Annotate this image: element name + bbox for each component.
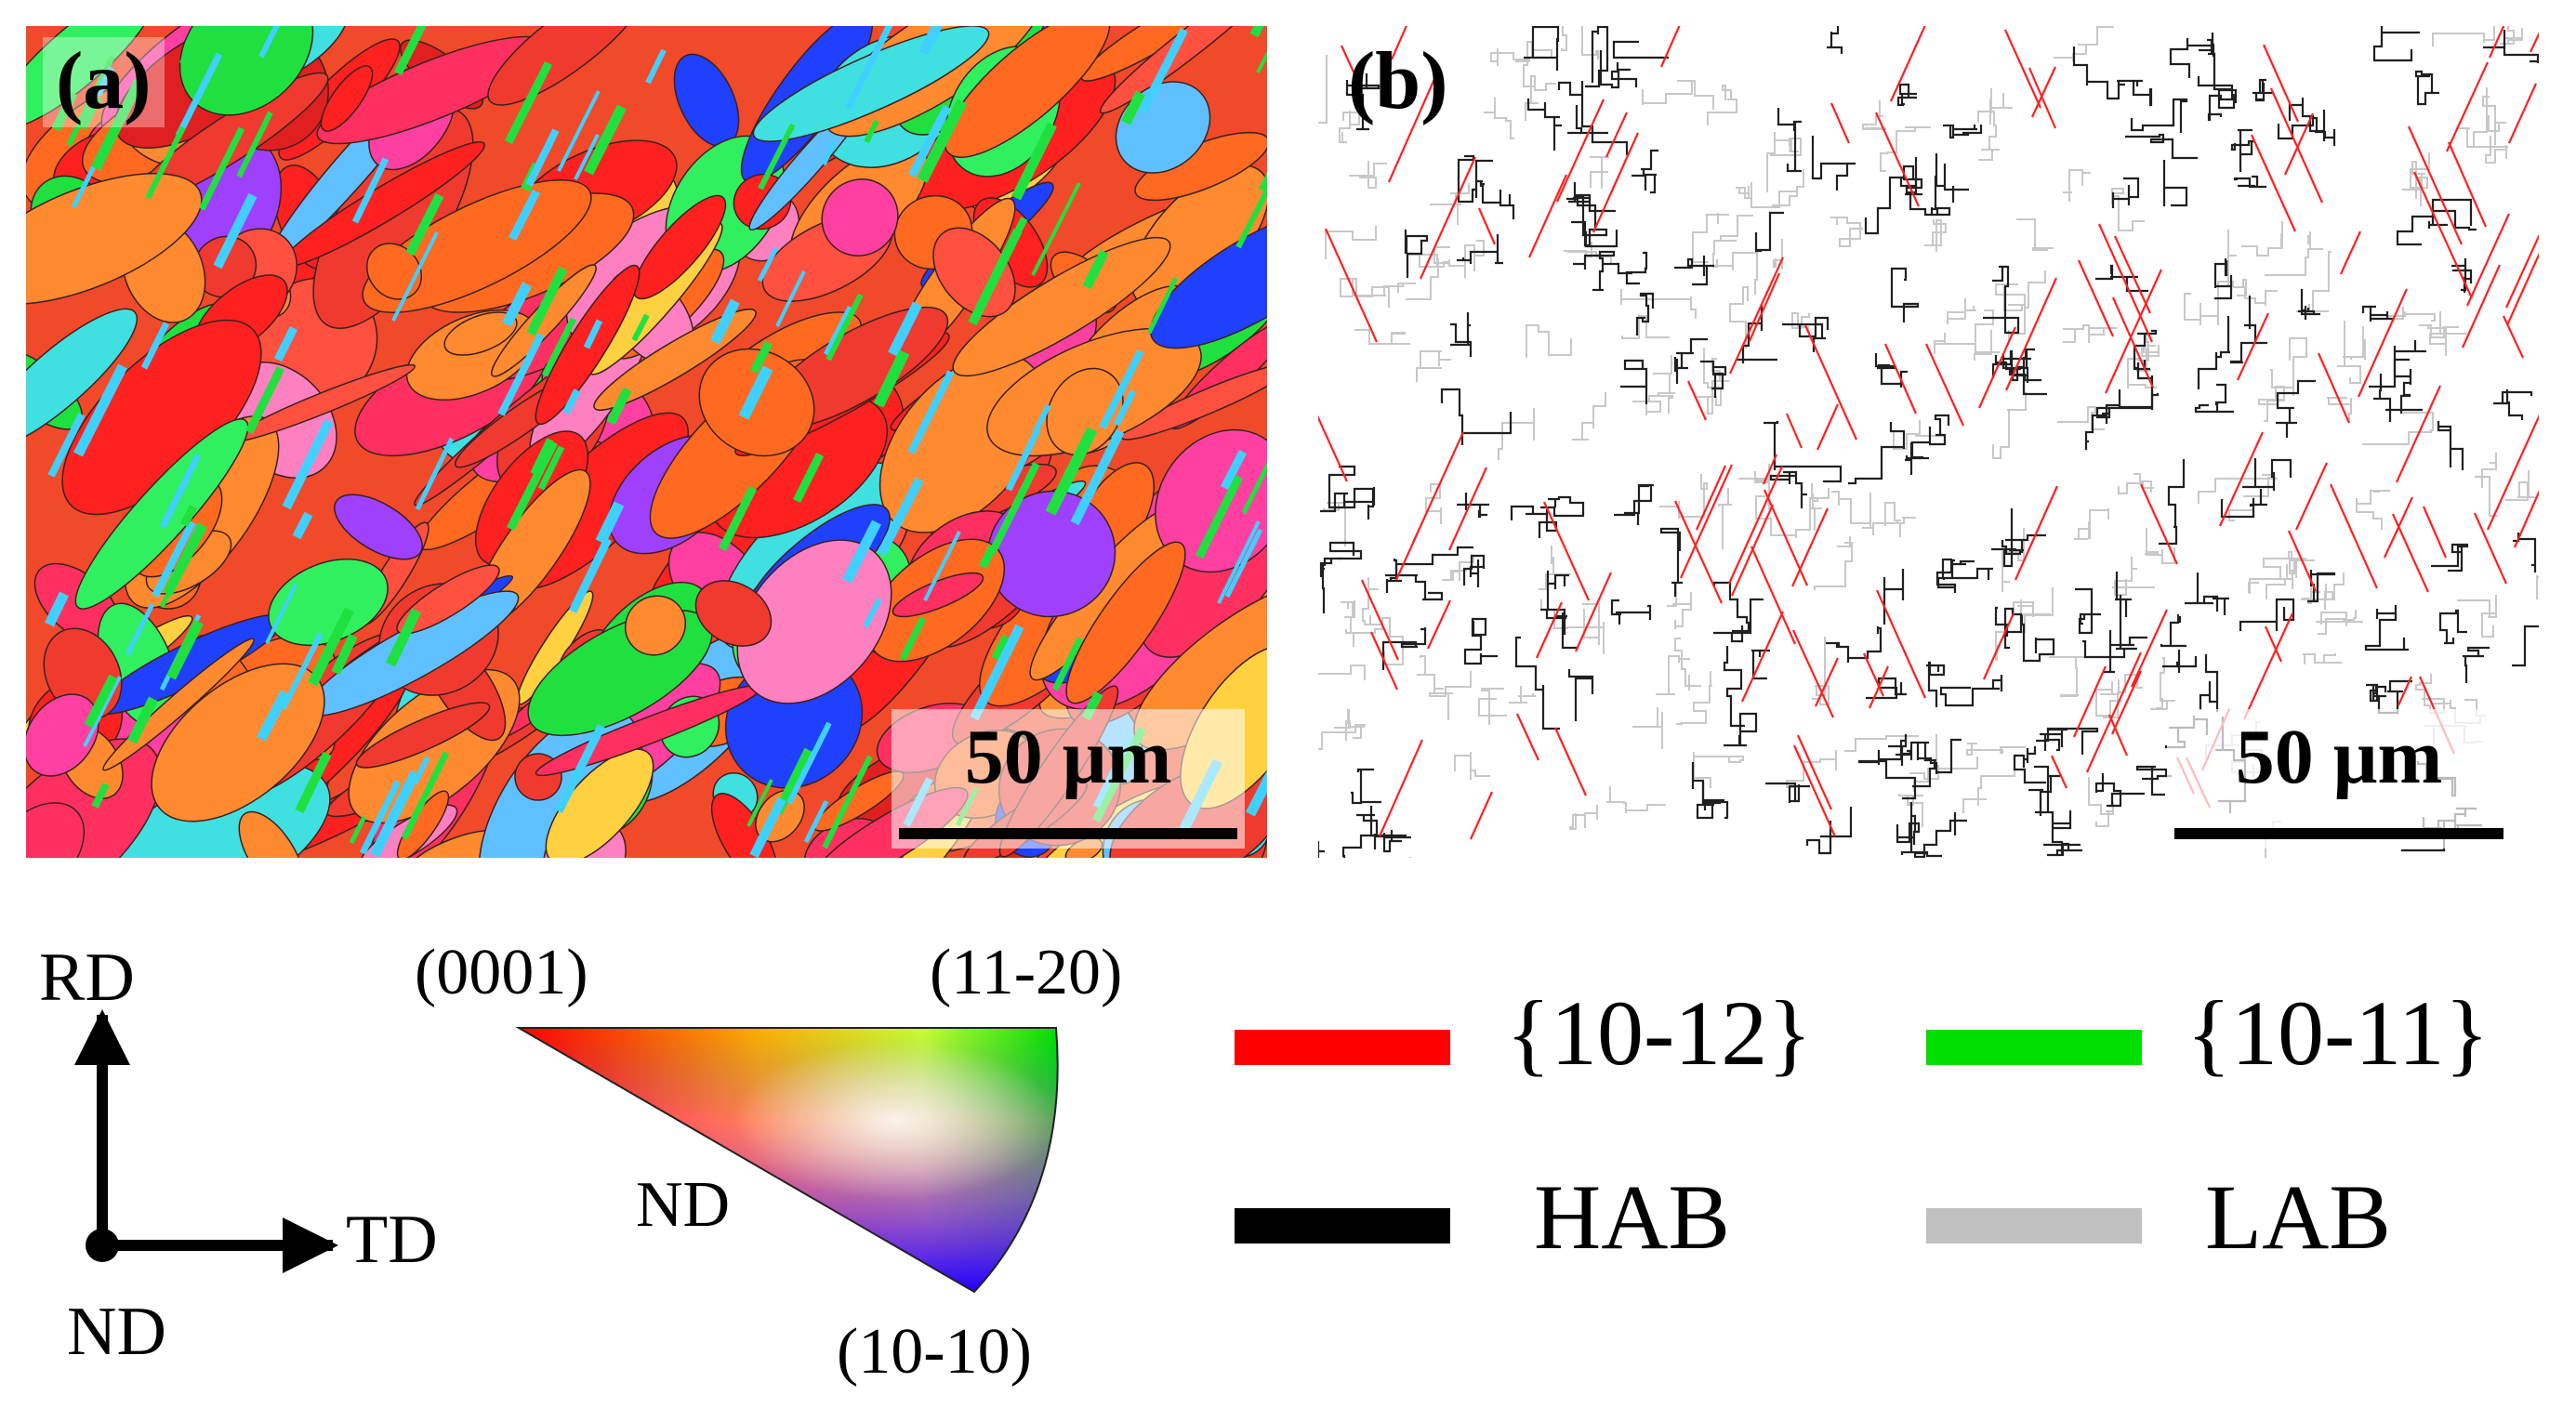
ipf-label-nd: ND: [636, 1169, 731, 1241]
panel-b-label: (b): [1348, 36, 1448, 126]
panel-a-scale-text: 50 μm: [964, 714, 1172, 800]
axis-td-label: TD: [346, 1202, 438, 1278]
panel-b-scale-bar: 50 μm: [2167, 709, 2511, 849]
ipf-label-10-10: (10-10): [837, 1316, 1032, 1388]
ipf-label-11-20: (11-20): [930, 937, 1123, 1008]
ipf-label-0001: (0001): [415, 937, 588, 1008]
panel-b-scale-text: 50 μm: [2235, 714, 2443, 800]
ipf-map-image: [26, 26, 1267, 858]
legend-swatch-hab: [1235, 1208, 1450, 1244]
legend-label-10-12: {10-12}: [1506, 981, 1813, 1085]
panel-b-scale-line: [2174, 828, 2503, 839]
ipf-color-key: [502, 1004, 1078, 1320]
panel-a-label: (a): [43, 36, 165, 127]
legend-swatch-lab: [1926, 1208, 2142, 1244]
legend-swatch-10-11: [1926, 1030, 2142, 1065]
sample-axes: [37, 929, 483, 1394]
axis-nd-label: ND: [67, 1294, 166, 1370]
boundary-map-image: [1318, 26, 2539, 858]
legend-label-hab: HAB: [1534, 1165, 1731, 1269]
grain-boundary-map: (b) 50 μm: [1318, 26, 2539, 858]
panel-a-scale-bar: 50 μm: [892, 709, 1245, 849]
axis-rd-label: RD: [39, 940, 135, 1016]
ipf-triangle: [515, 1027, 1059, 1294]
legend-swatch-10-12: [1235, 1030, 1450, 1065]
legend-label-lab: LAB: [2205, 1165, 2391, 1269]
panel-a-scale-line: [899, 828, 1237, 839]
ipf-orientation-map: (a) 50 μm: [26, 26, 1267, 858]
legend-label-10-11: {10-11}: [2186, 981, 2490, 1085]
axes-arrows: [74, 1009, 338, 1273]
